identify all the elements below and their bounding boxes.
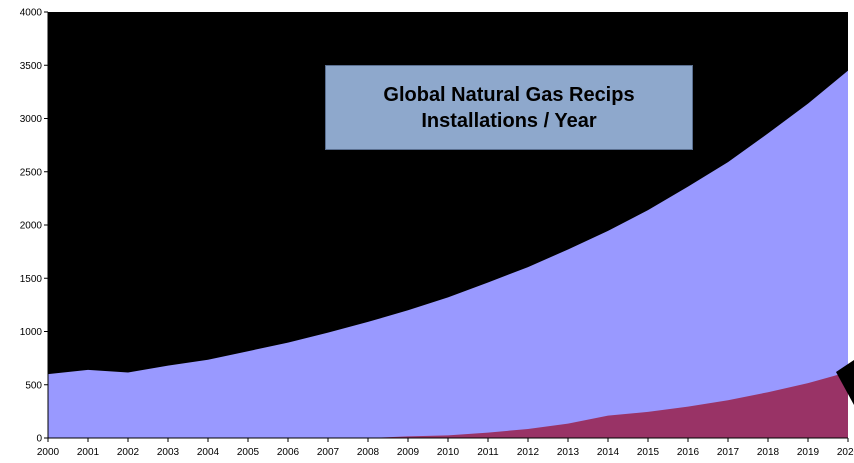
y-tick-label: 2000 (20, 221, 43, 232)
pointer-arrow (836, 360, 854, 405)
x-tick-label: 2003 (157, 447, 180, 458)
x-tick-label: 2020 (837, 447, 854, 458)
x-tick-label: 2018 (757, 447, 780, 458)
x-tick-label: 2002 (117, 447, 140, 458)
chart-title: Global Natural Gas Recips Installations … (325, 65, 693, 150)
y-tick-label: 1500 (20, 274, 43, 285)
x-tick-label: 2001 (77, 447, 100, 458)
x-tick-label: 2000 (37, 447, 60, 458)
x-tick-label: 2009 (397, 447, 420, 458)
x-tick-label: 2015 (637, 447, 660, 458)
x-tick-label: 2010 (437, 447, 460, 458)
x-tick-label: 2012 (517, 447, 540, 458)
y-tick-label: 1000 (20, 327, 43, 338)
x-tick-label: 2013 (557, 447, 580, 458)
x-tick-label: 2008 (357, 447, 380, 458)
x-tick-label: 2016 (677, 447, 700, 458)
y-tick-label: 3000 (20, 114, 43, 125)
y-tick-label: 4000 (20, 8, 43, 19)
x-tick-label: 2011 (477, 447, 499, 458)
x-tick-label: 2017 (717, 447, 740, 458)
x-tick-label: 2007 (317, 447, 340, 458)
x-tick-label: 2004 (197, 447, 220, 458)
x-tick-label: 2014 (597, 447, 620, 458)
area-series (48, 70, 848, 438)
y-tick-label: 3500 (20, 61, 43, 72)
area-series (48, 371, 848, 438)
y-tick-label: 500 (25, 380, 42, 391)
x-tick-label: 2006 (277, 447, 300, 458)
x-tick-label: 2005 (237, 447, 260, 458)
y-tick-label: 2500 (20, 167, 43, 178)
y-tick-label: 0 (36, 434, 42, 445)
x-tick-label: 2019 (797, 447, 820, 458)
